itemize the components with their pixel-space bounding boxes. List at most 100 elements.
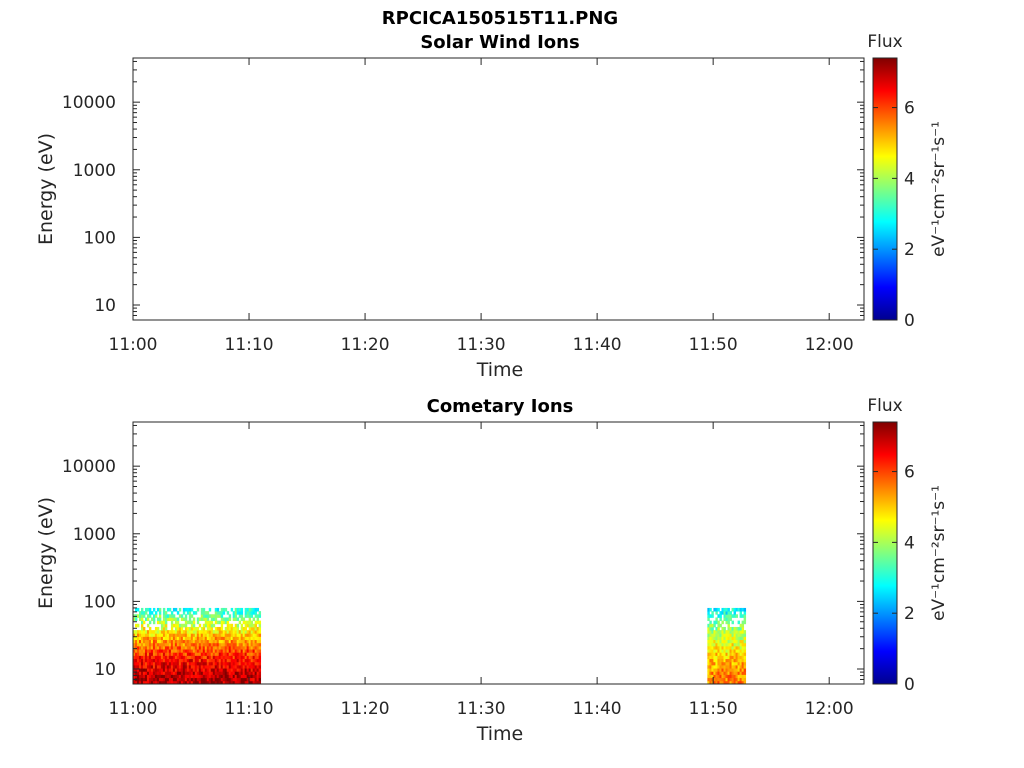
flux-cell: [234, 680, 238, 685]
flux-cell: [198, 661, 202, 666]
flux-cell: [240, 623, 244, 628]
flux-cell: [238, 633, 242, 637]
flux-cell: [743, 614, 747, 618]
flux-cell: [254, 664, 258, 669]
flux-cell: [723, 668, 726, 672]
flux-cell: [715, 636, 718, 641]
flux-cell: [216, 636, 220, 641]
flux-cell: [210, 633, 214, 637]
flux-cell: [258, 658, 262, 663]
flux-cell: [162, 668, 166, 672]
flux-cell: [725, 652, 728, 656]
flux-cell: [729, 649, 732, 653]
flux-cell: [238, 645, 242, 650]
flux-cell: [707, 633, 710, 637]
flux-cell: [142, 630, 146, 634]
flux-cell: [711, 623, 714, 628]
flux-cell: [188, 633, 192, 637]
flux-cell: [242, 630, 246, 634]
flux-cell: [206, 652, 210, 656]
flux-cell: [134, 664, 138, 669]
flux-cell: [242, 680, 246, 685]
flux-cell: [725, 620, 728, 625]
flux-cell: [200, 636, 204, 641]
flux-cell: [136, 677, 140, 682]
flux-cell: [731, 642, 734, 647]
flux-cell: [172, 639, 176, 644]
flux-cell: [252, 674, 256, 679]
flux-cell: [707, 636, 710, 641]
flux-cell: [202, 655, 206, 660]
flux-cell: [244, 645, 248, 650]
flux-cell: [242, 655, 246, 660]
flux-region: [133, 607, 262, 685]
flux-cell: [721, 649, 724, 653]
flux-cell: [719, 623, 722, 628]
flux-cell: [210, 614, 214, 618]
flux-cell: [206, 649, 210, 653]
flux-cell: [250, 645, 254, 650]
flux-cell: [729, 636, 732, 641]
flux-cell: [218, 658, 222, 663]
flux-cell: [739, 671, 743, 675]
flux-cell: [172, 633, 176, 637]
flux-cell: [208, 668, 212, 672]
flux-cell: [206, 680, 210, 685]
flux-cell: [174, 623, 178, 628]
flux-cell: [156, 620, 160, 625]
flux-cell: [140, 649, 144, 653]
flux-cell: [242, 661, 246, 666]
flux-cell: [224, 671, 228, 675]
flux-cell: [150, 639, 154, 644]
flux-cell: [152, 674, 156, 679]
flux-cell: [152, 630, 156, 634]
flux-cell: [234, 642, 238, 647]
flux-cell: [162, 620, 166, 625]
flux-cell: [230, 623, 234, 628]
flux-cell: [242, 658, 246, 663]
flux-cell: [713, 623, 716, 628]
flux-cell: [178, 655, 182, 660]
flux-cell: [737, 661, 741, 666]
flux-cell: [743, 664, 747, 669]
flux-cell: [154, 633, 158, 637]
flux-cell: [140, 633, 144, 637]
flux-cell: [234, 614, 238, 618]
flux-cell: [715, 668, 718, 672]
flux-cell: [212, 674, 216, 679]
flux-cell: [136, 614, 140, 618]
flux-cell: [148, 658, 152, 663]
flux-cell: [727, 617, 730, 622]
flux-cell: [156, 633, 160, 637]
flux-cell: [252, 655, 256, 660]
flux-cell: [739, 636, 743, 641]
flux-cell: [152, 664, 156, 669]
flux-cell: [170, 630, 174, 634]
flux-cell: [715, 607, 718, 612]
flux-cell: [164, 614, 168, 618]
flux-cell: [144, 674, 148, 679]
flux-cell: [196, 607, 200, 612]
flux-cell: [196, 617, 200, 622]
flux-cell: [721, 680, 724, 685]
flux-cell: [154, 658, 158, 663]
flux-cell: [224, 636, 228, 641]
flux-cell: [737, 630, 741, 634]
flux-cell: [144, 649, 148, 653]
flux-cell: [729, 626, 732, 631]
flux-cell: [200, 630, 204, 634]
flux-cell: [154, 630, 158, 634]
flux-cell: [727, 649, 730, 653]
flux-cell: [246, 630, 250, 634]
flux-cell: [711, 677, 714, 682]
flux-cell: [228, 649, 232, 653]
flux-cell: [198, 633, 202, 637]
flux-cell: [711, 649, 714, 653]
flux-cell: [250, 677, 254, 682]
flux-cell: [236, 633, 240, 637]
flux-cell: [232, 649, 236, 653]
flux-cell: [160, 623, 164, 628]
flux-cell: [717, 626, 720, 631]
flux-cell: [709, 671, 712, 675]
